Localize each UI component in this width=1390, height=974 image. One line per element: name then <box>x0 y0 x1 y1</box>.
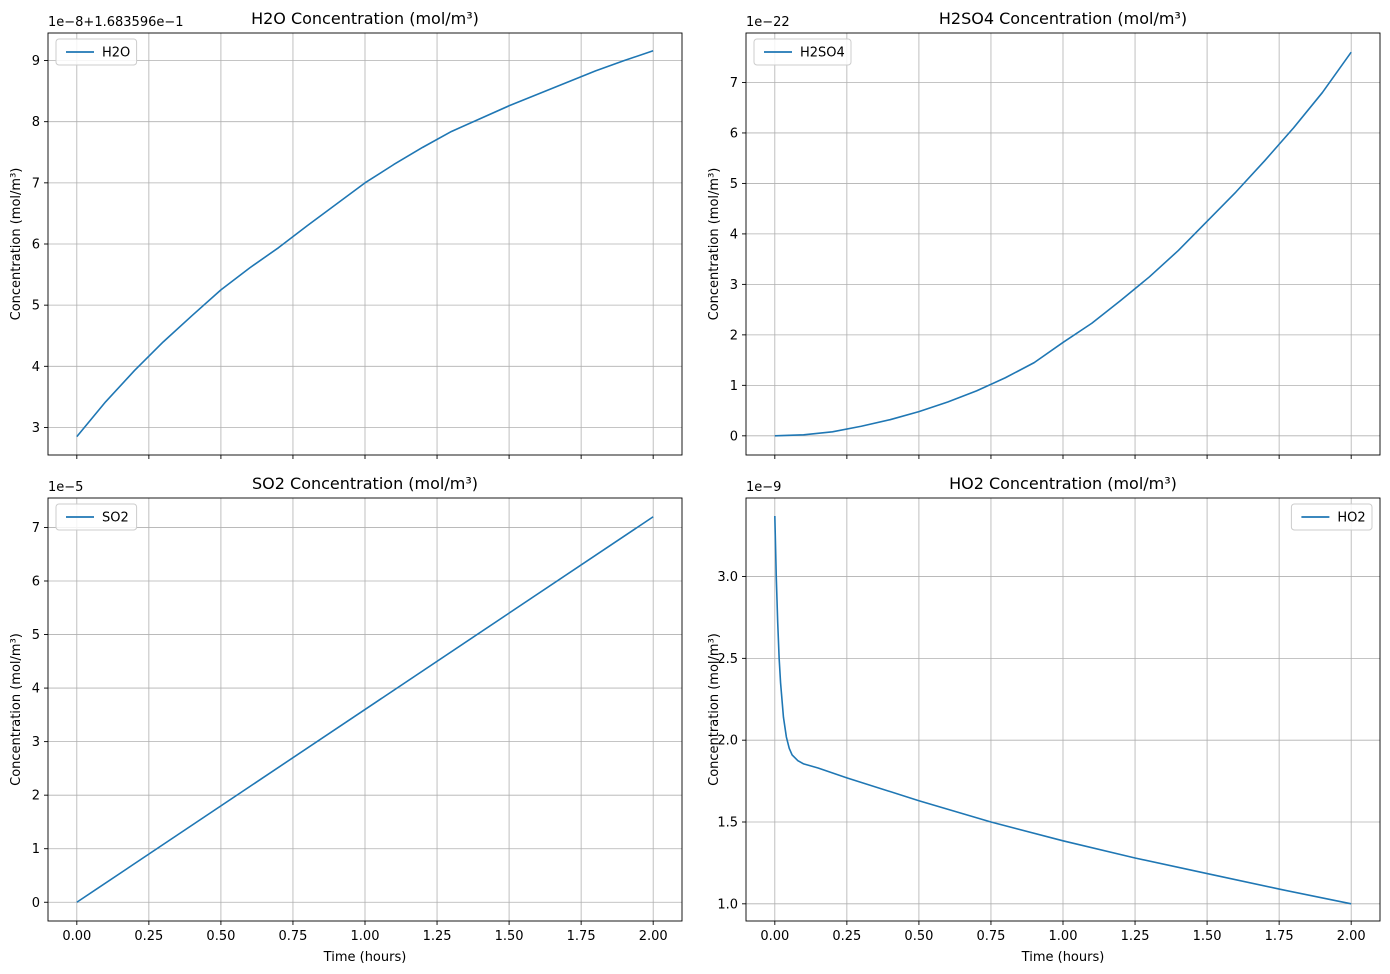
x-tick-label: 0.50 <box>904 929 933 944</box>
y-tick-label: 1 <box>730 379 738 394</box>
y-tick-label: 5 <box>32 628 40 643</box>
chart-panel-1: 3 4 5 6 7 8 9 H2O Concentration (mol/m³) 1e−8+1.… <box>9 9 683 459</box>
y-tick-label: 4 <box>730 227 738 242</box>
x-tick-label: 0.75 <box>278 929 307 944</box>
y-tick-label: 8 <box>32 115 40 130</box>
y-tick-label: 7 <box>32 521 40 536</box>
y-tick-label: 3 <box>32 735 40 750</box>
chart-panel-4: 0.00 0.25 0.50 0.75 1.00 1.25 1.50 1.75 2.00 1.0 1… <box>707 474 1381 965</box>
y-tick-label: 3 <box>32 421 40 436</box>
x-tick-label: 1.00 <box>1049 929 1078 944</box>
y-axis-label: Concentration (mol/m³) <box>9 633 24 786</box>
x-tick-label: 1.50 <box>1193 929 1222 944</box>
y-tick-label: 6 <box>32 574 40 589</box>
y-tick-label: 3 <box>730 278 738 293</box>
series-line-SO2 <box>76 516 654 903</box>
legend: H2SO4 <box>753 38 852 66</box>
chart-panel-3: 0.00 0.25 0.50 0.75 1.00 1.25 1.50 1.75 2.00 0 1 2 3… <box>9 474 683 965</box>
y-tick-label: 0 <box>730 429 738 444</box>
y-tick-label: 7 <box>32 176 40 191</box>
y-tick-label: 1 <box>32 842 40 857</box>
y-tick-label: 1.5 <box>717 816 738 831</box>
x-tick-label: 0.50 <box>206 929 235 944</box>
legend-box <box>1290 503 1373 531</box>
x-tick-label: 0.00 <box>62 929 91 944</box>
legend-label: H2SO4 <box>800 46 845 61</box>
y-tick-label: 7 <box>730 76 738 91</box>
axis-offset-text: 1e−9 <box>746 480 781 495</box>
y-axis-label: Concentration (mol/m³) <box>707 168 722 321</box>
x-tick-label: 1.25 <box>1121 929 1150 944</box>
chart-panel-2: 0 1 2 3 4 5 6 7 H2SO4 Concentration (mol/m³) 1e−2… <box>707 9 1381 459</box>
legend-box <box>55 38 138 66</box>
y-tick-label: 4 <box>32 682 40 697</box>
legend-label: H2O <box>102 46 130 61</box>
x-tick-label: 1.75 <box>567 929 596 944</box>
y-tick-label: 5 <box>730 177 738 192</box>
legend-box <box>55 503 138 531</box>
legend: HO2 <box>1290 503 1373 531</box>
x-tick-label: 1.75 <box>1265 929 1294 944</box>
y-tick-label: 6 <box>32 238 40 253</box>
legend-box <box>753 38 852 66</box>
x-tick-label: 2.00 <box>639 929 668 944</box>
chart-title: H2O Concentration (mol/m³) <box>251 9 479 28</box>
legend-label: SO2 <box>102 511 129 526</box>
series-line-H2O <box>76 49 654 438</box>
axis-offset-text: 1e−22 <box>746 15 790 30</box>
legend: SO2 <box>55 503 138 531</box>
x-axis-label: Time (hours) <box>1021 950 1105 965</box>
chart-title: H2SO4 Concentration (mol/m³) <box>939 9 1187 28</box>
x-tick-label: 2.00 <box>1337 929 1366 944</box>
x-axis-label: Time (hours) <box>323 950 407 965</box>
axis-offset-text: 1e−8+1.683596e−1 <box>48 15 184 30</box>
axis-offset-text: 1e−5 <box>48 480 83 495</box>
x-tick-label: 0.00 <box>760 929 789 944</box>
y-tick-label: 4 <box>32 360 40 375</box>
y-tick-label: 9 <box>32 54 40 69</box>
y-tick-label: 2 <box>32 789 40 804</box>
y-tick-label: 5 <box>32 299 40 314</box>
x-tick-label: 0.25 <box>134 929 163 944</box>
x-tick-label: 0.75 <box>976 929 1005 944</box>
x-tick-label: 0.25 <box>832 929 861 944</box>
x-tick-label: 1.50 <box>495 929 524 944</box>
legend-label: HO2 <box>1337 511 1365 526</box>
y-tick-label: 6 <box>730 126 738 141</box>
legend: H2O <box>55 38 138 66</box>
x-tick-label: 1.00 <box>351 929 380 944</box>
y-tick-label: 3.0 <box>717 570 738 585</box>
y-tick-label: 2 <box>730 328 738 343</box>
chart-title: HO2 Concentration (mol/m³) <box>949 474 1177 493</box>
series-line-HO2 <box>774 515 1352 905</box>
x-tick-label: 1.25 <box>423 929 452 944</box>
y-tick-label: 2.5 <box>717 652 738 667</box>
y-tick-label: 0 <box>32 896 40 911</box>
y-axis-label: Concentration (mol/m³) <box>9 168 24 321</box>
y-tick-label: 2.0 <box>717 734 738 749</box>
y-tick-label: 1.0 <box>717 897 738 912</box>
y-axis-label: Concentration (mol/m³) <box>707 633 722 786</box>
chart-title: SO2 Concentration (mol/m³) <box>252 474 478 493</box>
series-line-H2SO4 <box>774 51 1352 437</box>
